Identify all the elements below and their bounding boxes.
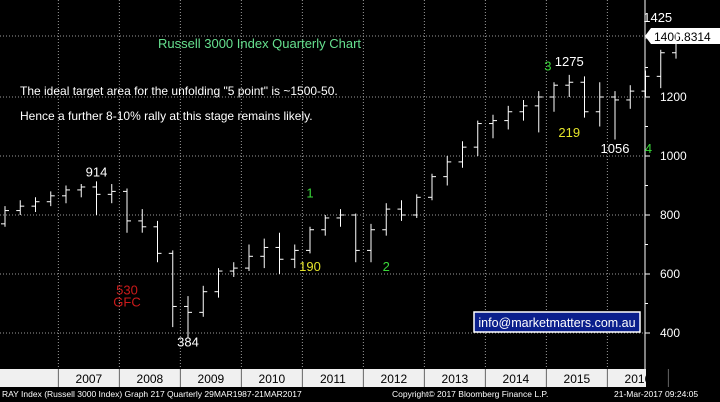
chart-annotation: 1056 (601, 141, 630, 156)
footer-source: RAY Index (Russell 3000 Index) Graph 217… (2, 389, 302, 399)
chart-annotation: 1275 (555, 54, 584, 69)
chart-annotation: 384 (177, 334, 199, 349)
x-tick-label: 2011 (320, 372, 346, 386)
y-tick-label: 400 (660, 326, 680, 340)
chart-annotation: 914 (86, 165, 108, 180)
chart-annotation: 1425 (643, 10, 672, 25)
x-tick-label: 2007 (76, 372, 103, 386)
contact-label: info@marketmatters.com.au (478, 316, 635, 330)
x-tick-label: 2008 (137, 372, 164, 386)
y-tick-label: 600 (660, 267, 680, 281)
footer-timestamp: 21-Mar-2017 09:24:05 (614, 389, 699, 399)
x-axis-panel (0, 369, 646, 387)
y-tick-label: 800 (660, 208, 680, 222)
x-tick-label: 2016 (625, 372, 652, 386)
x-tick-label: 2015 (564, 372, 591, 386)
x-tick-label: 2014 (503, 372, 530, 386)
x-tick-label: 2013 (442, 372, 469, 386)
chart-note: Hence a further 8-10% rally at this stag… (20, 109, 313, 123)
russell-3000-chart: 400 600 800 1000 1200 1406.8314 2007 2008 2009 20… (0, 0, 720, 387)
footer-copyright: Copyright© 2017 Bloomberg Finance L.P. (392, 389, 549, 399)
last-value-label: 1406.8314 (654, 30, 711, 44)
chart-annotation: 3 (544, 58, 551, 73)
chart-note: The ideal target area for the unfolding … (20, 84, 338, 98)
last-value-pointer (645, 27, 651, 44)
y-tick-label: 1000 (660, 149, 687, 163)
chart-annotation: 219 (558, 125, 580, 140)
chart-annotation: 530 (116, 283, 138, 298)
y-tick-label: 1200 (660, 90, 687, 104)
chart-title: Russell 3000 Index Quarterly Chart (158, 36, 361, 51)
chart-annotation: 190 (299, 259, 321, 274)
y-axis-panel (645, 0, 720, 387)
chart-annotation: 1 (306, 185, 313, 200)
x-tick-label: 2009 (198, 372, 225, 386)
chart-annotation: 4 (645, 141, 652, 156)
last-value-box (651, 27, 720, 44)
x-tick-label: 2012 (381, 372, 408, 386)
x-tick-label: 2010 (259, 372, 286, 386)
bloomberg-footer: RAY Index (Russell 3000 Index) Graph 217… (0, 387, 720, 402)
contact-box (473, 311, 641, 333)
chart-annotation: 2 (383, 259, 390, 274)
chart-annotation: GFC (113, 294, 140, 309)
